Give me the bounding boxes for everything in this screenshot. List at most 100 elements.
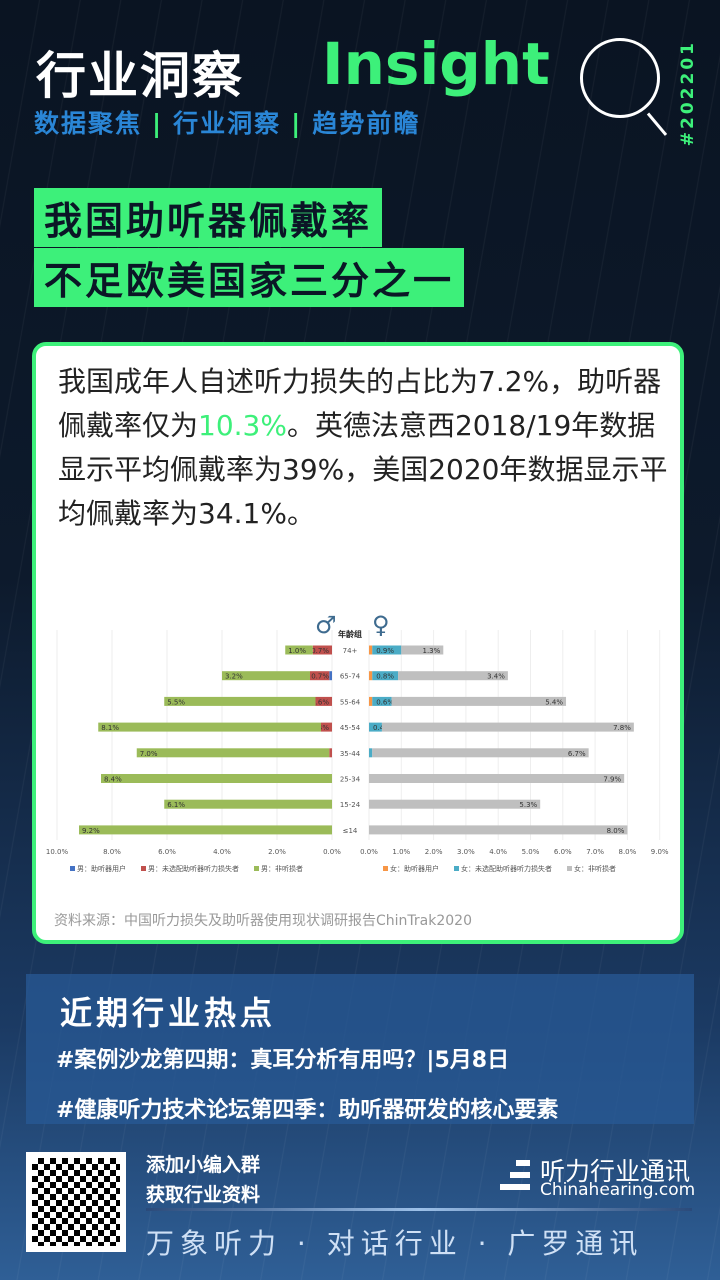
- age-label: 74+: [343, 647, 358, 655]
- x-tick-label: 0.0%: [323, 848, 341, 856]
- x-tick-label: 3.0%: [457, 848, 475, 856]
- male-data-label: 6.1%: [167, 801, 185, 809]
- female-data-label: 5.3%: [519, 801, 537, 809]
- male-data-label: 7.0%: [140, 750, 158, 758]
- logo-text-en: Chinahearing.com: [540, 1180, 696, 1200]
- male-data-label: 8.4%: [104, 776, 122, 784]
- header-title-cn: 行业洞察: [36, 47, 244, 105]
- qr-code[interactable]: [26, 1152, 126, 1252]
- female-bar: [381, 722, 634, 732]
- female-data-label: 5.4%: [545, 698, 563, 706]
- female-bar: [398, 671, 508, 681]
- x-tick-label: 1.0%: [392, 848, 410, 856]
- divider: [146, 1208, 692, 1211]
- female-bar: [369, 696, 373, 706]
- male-bar: [164, 696, 316, 706]
- male-data-label: 0.6%: [311, 698, 329, 706]
- hot-topics-panel: [26, 974, 694, 1124]
- female-bar: [369, 671, 373, 681]
- subtitle-2: 行业洞察: [173, 109, 282, 138]
- male-bar: [329, 748, 332, 758]
- age-label: 35-44: [340, 750, 361, 758]
- hot-topic-item[interactable]: #健康听力技术论坛第四季：助听器研发的核心要素: [56, 1098, 559, 1123]
- x-tick-label: 4.0%: [489, 848, 507, 856]
- subtitle-3: 趋势前瞻: [312, 109, 421, 138]
- female-bar: [391, 696, 567, 706]
- female-bar: [369, 645, 373, 655]
- female-data-label: 7.8%: [613, 724, 631, 732]
- legend-swatch: [254, 866, 259, 871]
- male-bar: [222, 671, 310, 681]
- female-bar: [372, 696, 392, 706]
- legend-label: 男：助听器用户: [77, 864, 126, 873]
- slogan: 万象听力 · 对话行业 · 广罗通讯: [146, 1227, 644, 1260]
- legend-swatch: [454, 866, 459, 871]
- x-tick-label: 4.0%: [213, 848, 231, 856]
- female-data-label: 0.6%: [376, 698, 394, 706]
- x-tick-label: 2.0%: [425, 848, 443, 856]
- male-bar: [101, 774, 332, 783]
- legend-label: 男：非听损者: [261, 864, 303, 873]
- female-bar: [369, 825, 628, 835]
- x-tick-label: 2.0%: [268, 848, 286, 856]
- female-bar: [372, 748, 589, 758]
- logo-icon: [500, 1160, 530, 1190]
- issue-code: #202201: [678, 40, 698, 147]
- male-data-label: 0.7%: [311, 673, 329, 681]
- age-label: ≤14: [343, 827, 358, 835]
- hot-topics-title: 近期行业热点: [60, 994, 277, 1032]
- age-label: 55-64: [340, 698, 361, 706]
- male-bar: [285, 645, 313, 655]
- hot-topic-item[interactable]: #案例沙龙第四期：真耳分析有用吗？|5月8日: [56, 1048, 510, 1073]
- male-bar: [329, 671, 332, 681]
- female-data-label: 0.9%: [376, 647, 394, 655]
- female-data-label: 3.4%: [487, 673, 505, 681]
- legend-swatch: [383, 866, 388, 871]
- separator: |: [291, 109, 303, 138]
- x-tick-label: 10.0%: [46, 848, 69, 856]
- legend-label: 女：未选配助听器听力损失者: [461, 864, 552, 873]
- header-title-en: Insight: [322, 30, 550, 98]
- legend-swatch: [70, 866, 75, 871]
- x-tick-label: 5.0%: [522, 848, 540, 856]
- legend-label: 女：助听器用户: [390, 864, 439, 873]
- male-bar: [321, 722, 332, 732]
- source-note: 资料来源：中国听力损失及助听器使用现状调研报告ChinTrak2020: [54, 913, 472, 929]
- male-data-label: 0.7%: [311, 647, 329, 655]
- x-tick-label: 9.0%: [651, 848, 669, 856]
- magnifier-icon: [580, 38, 660, 118]
- x-tick-label: 6.0%: [158, 848, 176, 856]
- female-data-label: 1.3%: [422, 647, 440, 655]
- x-tick-label: 8.0%: [103, 848, 121, 856]
- headline-line-2: 不足欧美国家三分之一: [34, 248, 465, 307]
- male-bar: [98, 722, 321, 732]
- x-tick-label: 7.0%: [586, 848, 604, 856]
- category-axis-title: 年龄组: [338, 629, 362, 639]
- male-bar: [164, 799, 332, 809]
- female-bar: [369, 748, 373, 758]
- male-bar: [315, 696, 332, 706]
- logo-text-cn: 听力行业通讯: [540, 1157, 691, 1186]
- separator: |: [152, 109, 164, 138]
- headline-line-1: 我国助听器佩戴率: [34, 188, 383, 247]
- x-tick-label: 6.0%: [554, 848, 572, 856]
- male-data-label: 9.2%: [82, 827, 100, 835]
- age-label: 45-54: [340, 724, 361, 732]
- header-subtitle: 数据聚焦 | 行业洞察 | 趋势前瞻: [34, 104, 420, 140]
- age-label: 25-34: [340, 776, 361, 784]
- male-data-label: 3.2%: [225, 673, 243, 681]
- female-symbol: ♀: [372, 611, 390, 639]
- male-bar: [136, 748, 330, 758]
- legend-label: 女：非听损者: [574, 864, 616, 873]
- female-data-label: 0.8%: [376, 673, 394, 681]
- male-symbol: ♂: [315, 611, 337, 639]
- promo-line-1: 添加小编入群: [146, 1154, 261, 1176]
- promo-line-2: 获取行业资料: [146, 1184, 261, 1206]
- legend-label: 男：未选配助听器听力损失者: [148, 864, 239, 873]
- female-bar: [372, 645, 402, 655]
- female-bar: [369, 722, 382, 732]
- summary-part1: 我国成年人自述听力损失的占比为7.2%，助听器佩戴率仅为: [58, 365, 662, 442]
- x-tick-label: 0.0%: [360, 848, 378, 856]
- female-bar: [369, 799, 541, 809]
- male-data-label: 1.0%: [288, 647, 306, 655]
